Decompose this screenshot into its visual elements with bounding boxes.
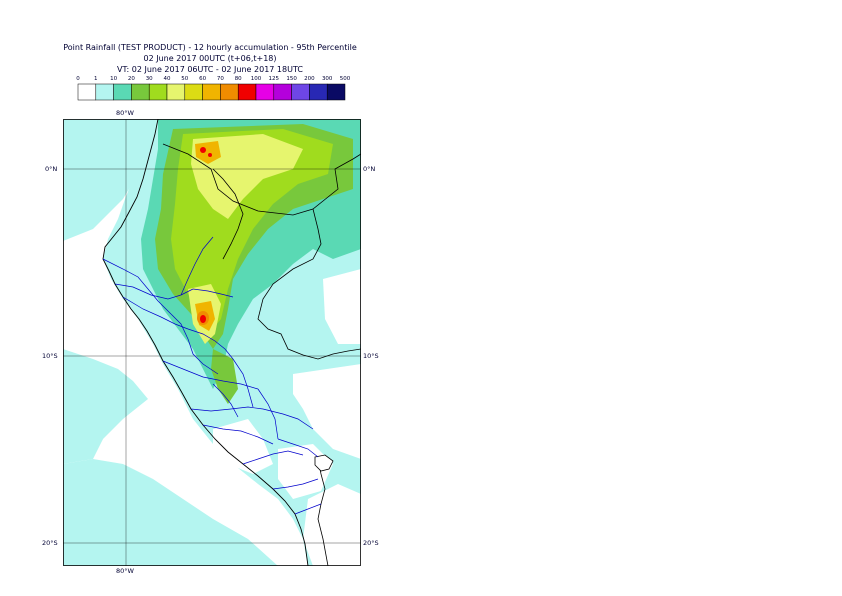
legend-swatch bbox=[309, 83, 328, 101]
dry-area-east bbox=[293, 364, 361, 459]
lat-label-20-left: 20°S bbox=[42, 539, 58, 547]
border-north bbox=[162, 143, 361, 216]
lat-label-0-left: 0°N bbox=[45, 165, 58, 173]
legend-threshold-label: 100 bbox=[251, 76, 262, 82]
legend-threshold-label: 300 bbox=[322, 76, 333, 82]
legend-threshold-label: 200 bbox=[304, 76, 315, 82]
legend-swatch bbox=[220, 83, 239, 101]
legend-threshold-label: 500 bbox=[340, 76, 351, 82]
rain-band-60mm-north bbox=[195, 141, 221, 164]
legend-swatch bbox=[237, 83, 257, 101]
legend-swatch bbox=[95, 83, 114, 101]
legend-threshold-label: 125 bbox=[269, 76, 280, 82]
legend-swatch bbox=[148, 83, 168, 101]
legend-swatch bbox=[131, 83, 150, 101]
legend-swatch bbox=[326, 83, 346, 101]
rain-max-north bbox=[200, 147, 206, 153]
lon-label-top: 80°W bbox=[116, 109, 134, 117]
legend-threshold-label: 80 bbox=[235, 76, 242, 82]
legend-swatch bbox=[184, 83, 203, 101]
rain-max-100mm bbox=[200, 315, 206, 323]
legend-threshold-label: 10 bbox=[110, 76, 117, 82]
legend-swatch bbox=[273, 83, 292, 101]
legend-threshold-label: 40 bbox=[164, 76, 171, 82]
ocean-rain-north bbox=[63, 119, 158, 241]
border-lake bbox=[314, 454, 334, 472]
legend-swatch bbox=[113, 83, 132, 101]
dry-area-east-upper bbox=[323, 269, 361, 344]
legend-threshold-label: 60 bbox=[199, 76, 206, 82]
rain-band-southern-strip bbox=[211, 349, 238, 404]
chart-run-time: 02 June 2017 00UTC (t+06,t+18) bbox=[143, 54, 277, 63]
dry-area-southeast bbox=[303, 484, 361, 566]
legend-threshold-label: 150 bbox=[286, 76, 297, 82]
lon-label-bottom: 80°W bbox=[116, 567, 134, 575]
legend-swatch bbox=[255, 83, 275, 101]
legend-swatch bbox=[77, 83, 97, 101]
legend-threshold-label: 70 bbox=[217, 76, 224, 82]
legend-threshold-label: 30 bbox=[146, 76, 153, 82]
dry-area-central bbox=[213, 419, 273, 474]
coastline bbox=[102, 119, 309, 566]
ocean-rain-west bbox=[63, 419, 103, 459]
lat-label-10-left: 10°S bbox=[42, 352, 58, 360]
color-legend: 0 1 10 20 30 40 50 60 70 80 100 125 150 200 300 500 bbox=[76, 76, 351, 101]
legend-threshold-label: 0 bbox=[76, 76, 80, 82]
legend-swatch bbox=[166, 83, 186, 101]
rainfall-map bbox=[63, 119, 361, 566]
border-north-2 bbox=[212, 168, 244, 260]
legend-swatch bbox=[202, 83, 221, 101]
lat-label-0-right: 0°N bbox=[363, 165, 376, 173]
region-boundaries bbox=[102, 236, 322, 515]
legend-threshold-label: 20 bbox=[128, 76, 135, 82]
chart-valid-time: VT: 02 June 2017 06UTC - 02 June 2017 18… bbox=[117, 65, 303, 74]
rain-max-north-2 bbox=[208, 153, 212, 157]
legend-threshold-label: 1 bbox=[94, 76, 98, 82]
graticule bbox=[63, 119, 361, 566]
border-east bbox=[257, 208, 361, 360]
lat-label-20-right: 20°S bbox=[363, 539, 379, 547]
ocean-rain-far-south bbox=[63, 459, 278, 566]
legend-threshold-label: 50 bbox=[181, 76, 188, 82]
lat-label-10-right: 10°S bbox=[363, 352, 379, 360]
legend-swatch bbox=[291, 83, 310, 101]
chart-title: Point Rainfall (TEST PRODUCT) - 12 hourl… bbox=[63, 43, 357, 52]
